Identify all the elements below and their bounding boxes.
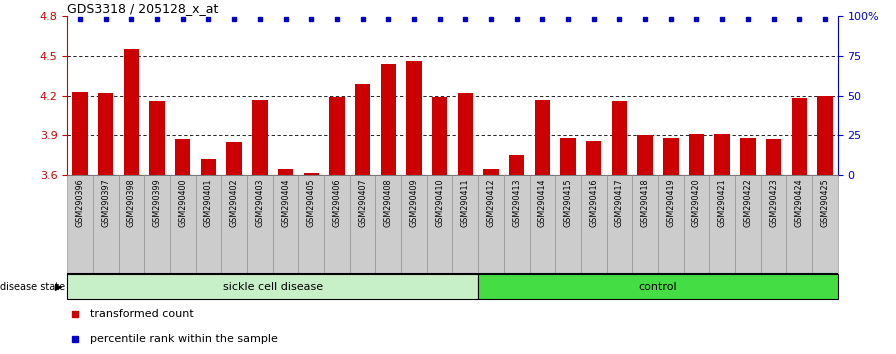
Bar: [124, 49, 139, 175]
Text: percentile rank within the sample: percentile rank within the sample: [90, 333, 278, 344]
Bar: [175, 139, 191, 175]
Bar: [607, 175, 633, 274]
Bar: [195, 175, 221, 274]
Bar: [787, 175, 812, 274]
Bar: [201, 159, 216, 175]
Text: GSM290401: GSM290401: [204, 178, 213, 227]
Text: GSM290400: GSM290400: [178, 178, 187, 227]
Text: GSM290424: GSM290424: [795, 178, 804, 227]
Bar: [304, 172, 319, 175]
Bar: [612, 101, 627, 175]
Bar: [272, 175, 298, 274]
Bar: [278, 169, 293, 175]
Text: GSM290412: GSM290412: [487, 178, 495, 227]
Text: GSM290408: GSM290408: [383, 178, 392, 227]
Text: GSM290411: GSM290411: [461, 178, 470, 227]
Text: ▶: ▶: [56, 282, 63, 292]
Text: GSM290396: GSM290396: [75, 178, 84, 227]
Text: GSM290405: GSM290405: [306, 178, 315, 227]
Text: GSM290407: GSM290407: [358, 178, 367, 227]
Text: GSM290419: GSM290419: [667, 178, 676, 227]
Bar: [478, 175, 504, 274]
Text: GSM290410: GSM290410: [435, 178, 444, 227]
Bar: [227, 142, 242, 175]
Bar: [67, 175, 93, 274]
Bar: [93, 175, 118, 274]
Text: GDS3318 / 205128_x_at: GDS3318 / 205128_x_at: [67, 2, 219, 15]
Bar: [535, 99, 550, 175]
Bar: [118, 175, 144, 274]
Bar: [509, 155, 524, 175]
Bar: [247, 175, 272, 274]
Text: GSM290409: GSM290409: [409, 178, 418, 227]
Text: GSM290415: GSM290415: [564, 178, 573, 227]
Text: GSM290397: GSM290397: [101, 178, 110, 227]
Bar: [761, 175, 787, 274]
Bar: [355, 84, 370, 175]
Text: GSM290399: GSM290399: [152, 178, 161, 227]
Text: GSM290398: GSM290398: [127, 178, 136, 227]
Bar: [349, 175, 375, 274]
Bar: [735, 175, 761, 274]
Bar: [432, 97, 447, 175]
Text: GSM290418: GSM290418: [641, 178, 650, 227]
Text: GSM290414: GSM290414: [538, 178, 547, 227]
Text: GSM290417: GSM290417: [615, 178, 624, 227]
Text: GSM290403: GSM290403: [255, 178, 264, 227]
Bar: [478, 274, 838, 299]
Bar: [381, 64, 396, 175]
Text: control: control: [639, 282, 677, 292]
Bar: [504, 175, 530, 274]
Bar: [426, 175, 452, 274]
Bar: [556, 175, 581, 274]
Bar: [458, 93, 473, 175]
Bar: [637, 135, 653, 175]
Bar: [252, 99, 268, 175]
Bar: [689, 134, 704, 175]
Bar: [581, 175, 607, 274]
Text: GSM290416: GSM290416: [590, 178, 599, 227]
Text: GSM290413: GSM290413: [513, 178, 521, 227]
Bar: [530, 175, 556, 274]
Bar: [560, 138, 576, 175]
Bar: [633, 175, 658, 274]
Text: GSM290423: GSM290423: [769, 178, 778, 227]
Text: GSM290406: GSM290406: [332, 178, 341, 227]
Bar: [714, 134, 730, 175]
Bar: [663, 138, 678, 175]
Text: GSM290421: GSM290421: [718, 178, 727, 227]
Bar: [170, 175, 195, 274]
Bar: [406, 61, 422, 175]
Bar: [483, 169, 499, 175]
Bar: [73, 92, 88, 175]
Bar: [684, 175, 710, 274]
Bar: [791, 98, 807, 175]
Text: transformed count: transformed count: [90, 309, 194, 320]
Bar: [710, 175, 735, 274]
Bar: [452, 175, 478, 274]
Bar: [144, 175, 170, 274]
Bar: [817, 96, 832, 175]
Bar: [740, 138, 755, 175]
Text: GSM290422: GSM290422: [744, 178, 753, 227]
Bar: [375, 175, 401, 274]
Text: GSM290420: GSM290420: [692, 178, 701, 227]
Bar: [324, 175, 349, 274]
Text: GSM290404: GSM290404: [281, 178, 290, 227]
Bar: [221, 175, 247, 274]
Bar: [150, 101, 165, 175]
Text: GSM290425: GSM290425: [821, 178, 830, 227]
Bar: [766, 139, 781, 175]
Bar: [329, 97, 345, 175]
Bar: [812, 175, 838, 274]
Bar: [401, 175, 426, 274]
Text: disease state: disease state: [0, 282, 65, 292]
Bar: [98, 93, 114, 175]
Bar: [298, 175, 324, 274]
Bar: [67, 274, 478, 299]
Bar: [586, 141, 601, 175]
Bar: [658, 175, 684, 274]
Text: sickle cell disease: sickle cell disease: [222, 282, 323, 292]
Text: GSM290402: GSM290402: [229, 178, 238, 227]
